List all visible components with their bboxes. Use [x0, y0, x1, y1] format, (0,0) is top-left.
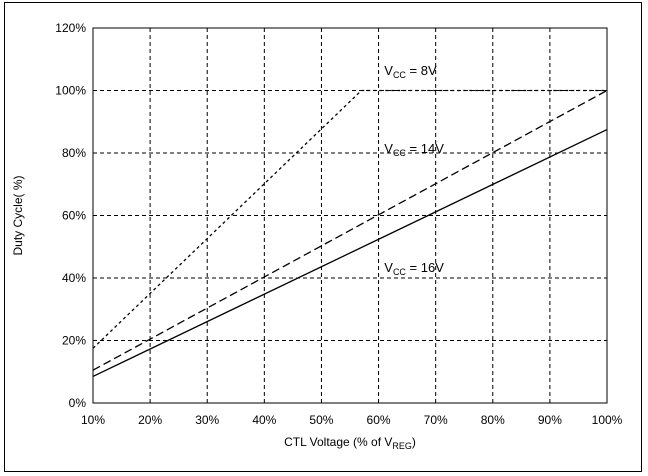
series-label-tail: = 8V [406, 63, 437, 78]
series-label-main: V [384, 141, 393, 156]
x-axis-title-tail: ) [412, 435, 416, 449]
chart-frame [4, 2, 642, 472]
series-line-3 [92, 128, 608, 378]
x-tick-label: 80% [481, 413, 505, 427]
y-tick-label: 20% [62, 334, 86, 348]
series-label-2: VCC = 14V [384, 141, 444, 158]
x-tick-label: 90% [538, 413, 562, 427]
x-tick-label: 100% [592, 413, 623, 427]
series-label-subscript: CC [393, 148, 406, 158]
x-tick-label: 50% [309, 413, 333, 427]
x-axis-title-subscript: REG [392, 441, 412, 451]
series-label-main: V [384, 63, 393, 78]
series-label-3: VCC = 16V [384, 260, 444, 277]
y-tick-label: 120% [55, 21, 86, 35]
x-tick-labels: 10% 20% 30% 40% 50% 60% 70% 80% 90% 100% [81, 413, 623, 427]
y-tick-label: 40% [62, 271, 86, 285]
grid [93, 28, 607, 403]
y-tick-labels: 0% 20% 40% 60% 80% 100% 120% [55, 21, 86, 410]
y-tick-label: 60% [62, 209, 86, 223]
series-label-subscript: CC [393, 70, 406, 80]
x-axis-title-main: CTL Voltage (% of V [284, 435, 392, 449]
series-label-tail: = 14V [406, 141, 444, 156]
y-tick-label: 80% [62, 146, 86, 160]
x-tick-label: 10% [81, 413, 105, 427]
series-label-subscript: CC [393, 267, 406, 277]
x-tick-label: 70% [424, 413, 448, 427]
y-axis-title: Duty Cycle( %) [11, 175, 25, 255]
x-tick-label: 40% [252, 413, 276, 427]
series-label-tail: = 16V [406, 260, 444, 275]
x-axis-title: CTL Voltage (% of VREG) [284, 435, 416, 451]
y-tick-label: 0% [69, 396, 87, 410]
x-tick-label: 20% [138, 413, 162, 427]
plot-area [92, 27, 608, 404]
series-layer [92, 89, 608, 378]
y-tick-label: 100% [55, 84, 86, 98]
series-label-main: V [384, 260, 393, 275]
series-label-1: VCC = 8V [384, 63, 437, 80]
series-line-2 [92, 89, 608, 371]
x-tick-label: 60% [367, 413, 391, 427]
x-tick-label: 30% [195, 413, 219, 427]
series-line-1 [92, 89, 607, 349]
